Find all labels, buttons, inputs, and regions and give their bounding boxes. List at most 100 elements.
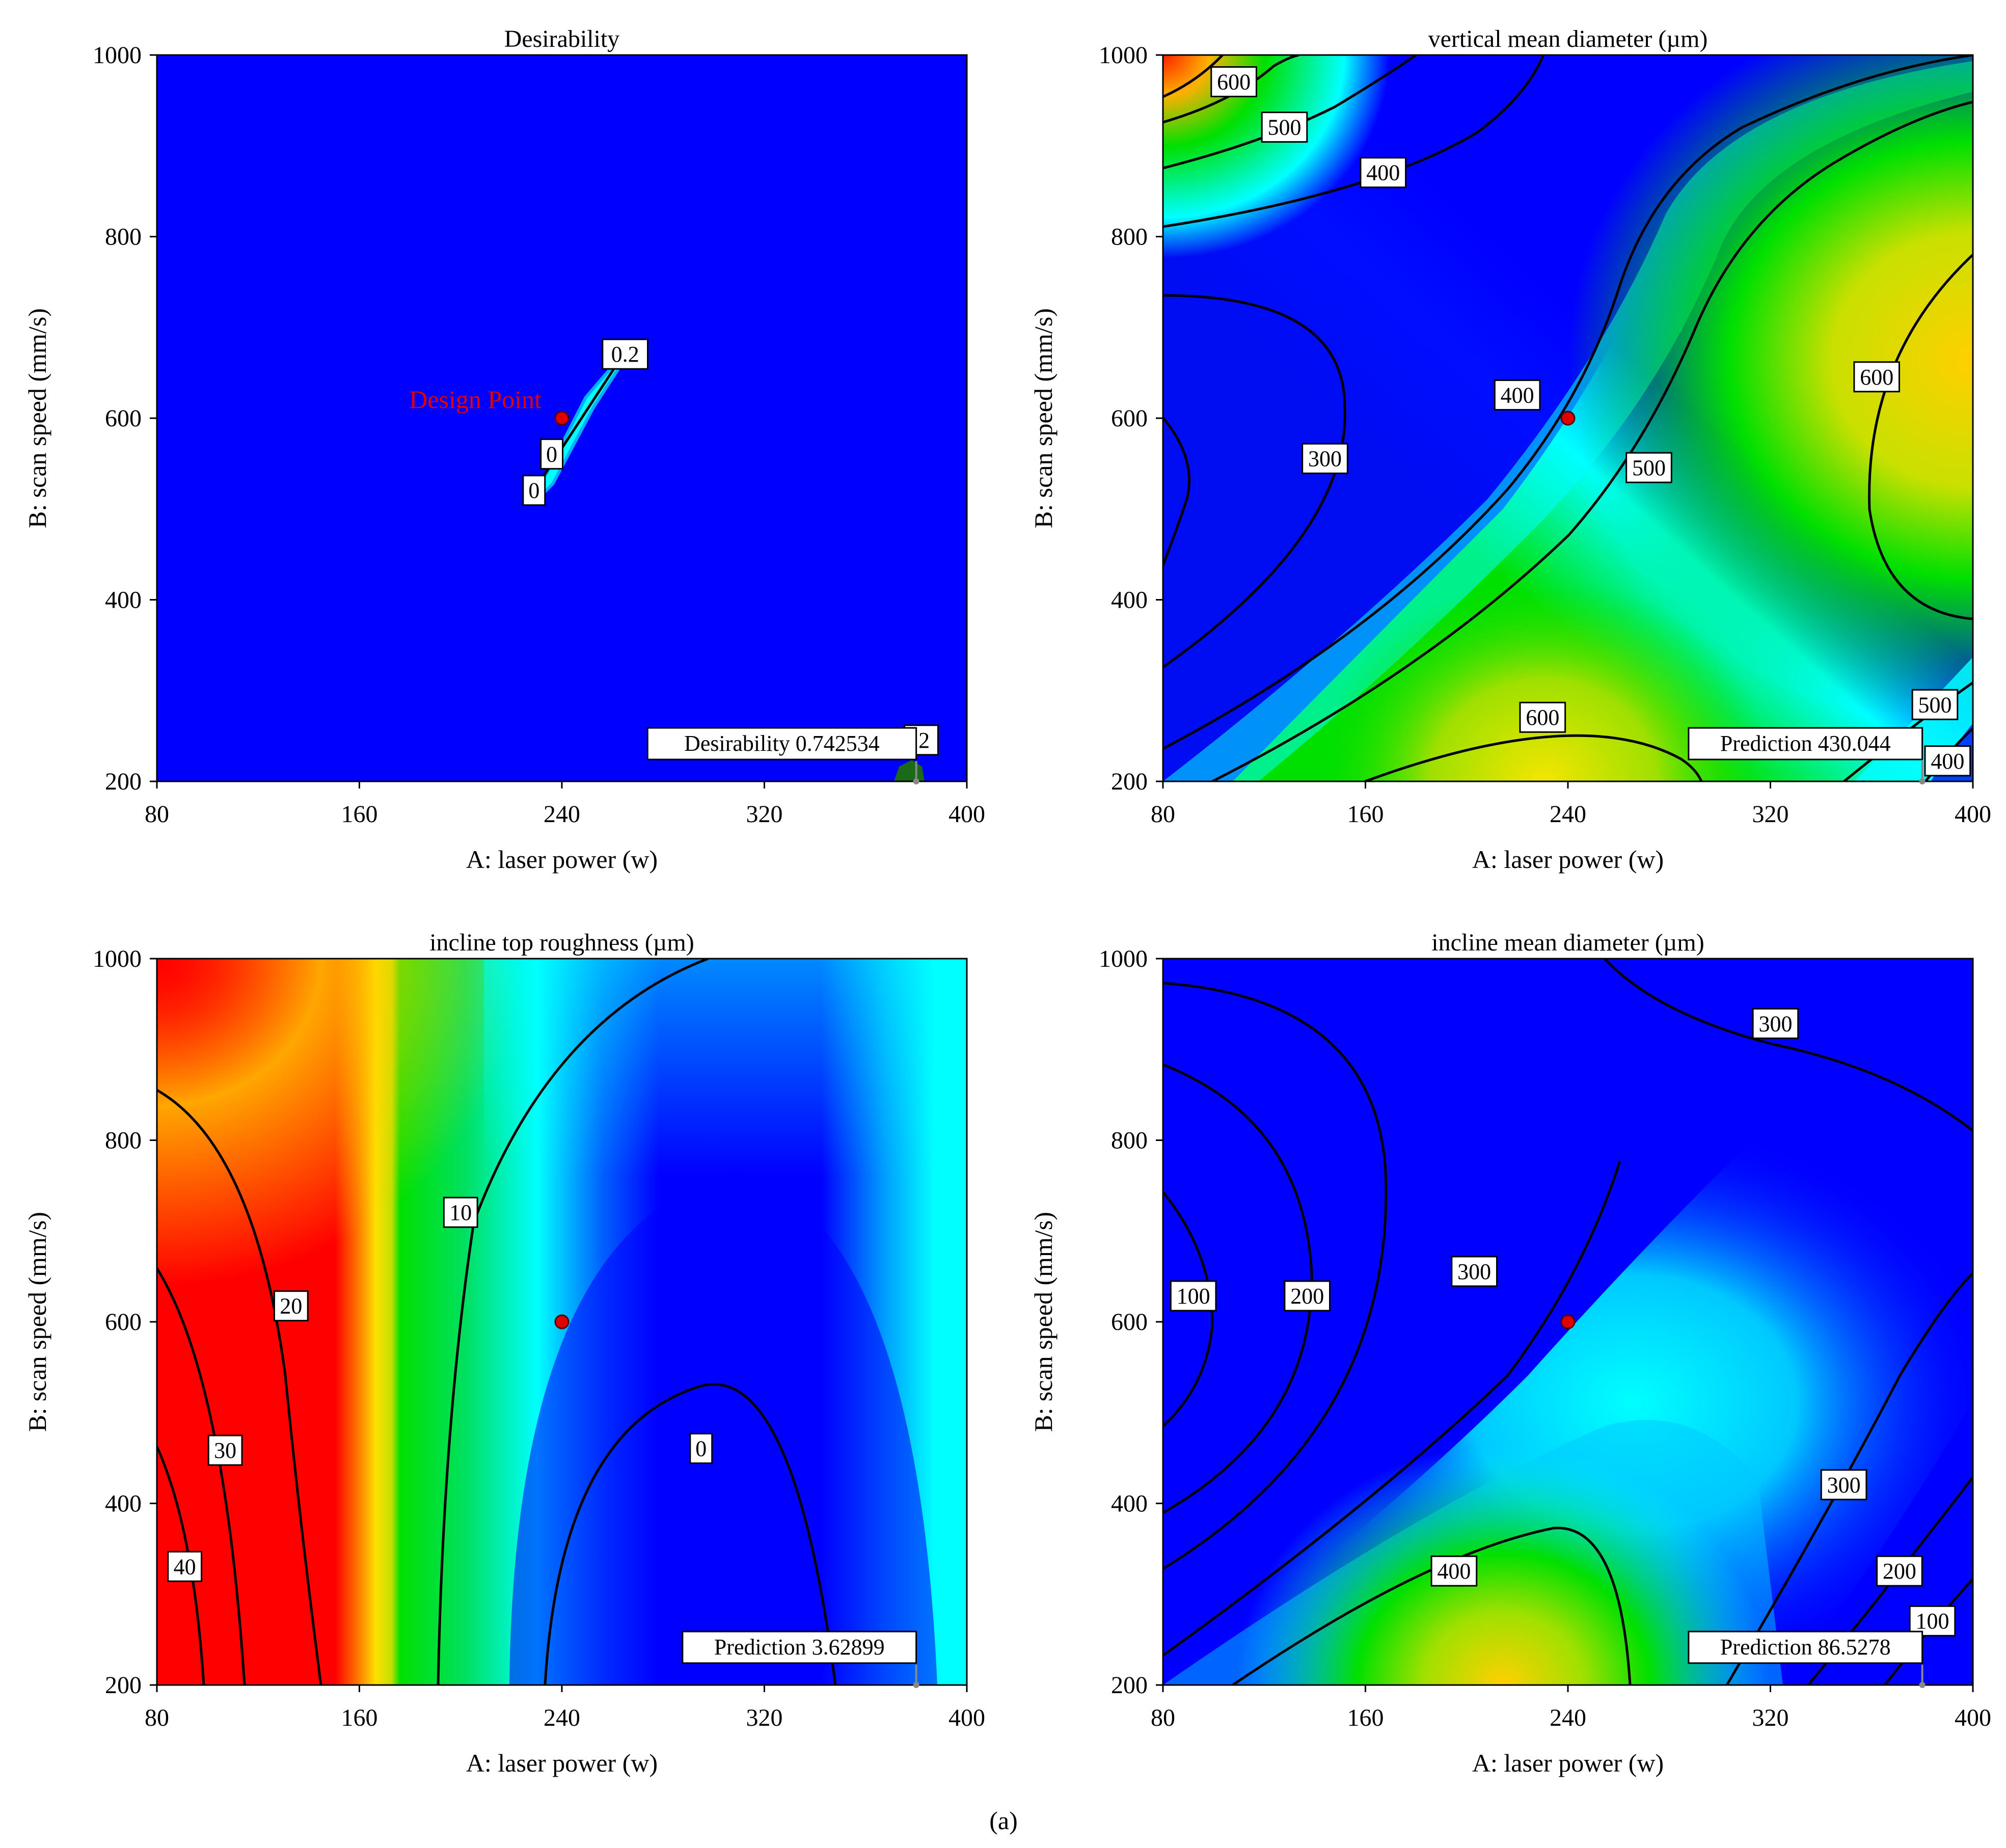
contour-label: 500 bbox=[1625, 452, 1672, 483]
contour-label-text: 600 bbox=[1526, 705, 1559, 730]
contour-label: 300 bbox=[1451, 1256, 1498, 1287]
contour-label-text: 30 bbox=[214, 1438, 236, 1463]
contour-label-text: 200 bbox=[1883, 1559, 1916, 1584]
contour-label-box bbox=[1451, 1256, 1498, 1287]
title-backdrop bbox=[387, 928, 737, 958]
y-tick-label: 400 bbox=[105, 587, 142, 614]
y-tick-label: 1000 bbox=[1099, 42, 1148, 69]
contour-label-box bbox=[1853, 361, 1901, 393]
contour-label-text: 300 bbox=[1457, 1259, 1491, 1284]
contour-line-100 bbox=[1163, 1191, 1214, 1427]
x-tick-label: 160 bbox=[341, 801, 378, 828]
y-tick-label: 800 bbox=[1111, 224, 1148, 251]
contour-label: 40 bbox=[167, 1551, 203, 1582]
contour-label-text: 10 bbox=[449, 1200, 472, 1225]
contour-label-box bbox=[602, 338, 649, 370]
contour-line-300 bbox=[1163, 294, 1346, 669]
contour-label: 400 bbox=[1430, 1555, 1478, 1587]
contour-label-text: 200 bbox=[1290, 1284, 1324, 1309]
contour-label-text: 300 bbox=[1758, 1011, 1792, 1036]
contour-label: 200 bbox=[1876, 1555, 1923, 1587]
x-tick-label: 400 bbox=[1955, 1704, 1991, 1731]
figure-caption: (a) bbox=[989, 1806, 1018, 1835]
y-tick-label: 600 bbox=[105, 405, 142, 432]
contour-label-box bbox=[522, 475, 546, 506]
contour-label-box bbox=[1430, 1555, 1478, 1587]
x-tick-label: 240 bbox=[544, 801, 580, 828]
x-tick-label: 240 bbox=[1550, 1704, 1586, 1731]
y-axis-label: B: scan speed (mm/s) bbox=[1029, 1212, 1058, 1432]
contour-line-300-right bbox=[1725, 1272, 1973, 1685]
flag-text: Prediction 3.62899 bbox=[714, 1635, 885, 1660]
contour-label-box bbox=[207, 1434, 243, 1466]
contour-label-text: 400 bbox=[1501, 383, 1534, 407]
y-tick-label: 400 bbox=[1111, 1490, 1148, 1517]
x-axis-label: A: laser power (w) bbox=[1472, 845, 1664, 874]
x-tick-label: 320 bbox=[746, 801, 783, 828]
panel-2-marks: vertical mean diameter (µm) 80 160 240 320 40… bbox=[1029, 24, 1991, 874]
contour-label-text: 100 bbox=[1916, 1609, 1949, 1634]
x-axis-label: A: laser power (w) bbox=[466, 1749, 658, 1777]
contour-label-text: 0 bbox=[695, 1436, 707, 1461]
contour-label: 600 bbox=[1519, 701, 1566, 733]
contour-line-400 bbox=[1163, 55, 1973, 750]
x-tick-label: 400 bbox=[948, 1704, 985, 1731]
title-backdrop bbox=[1399, 928, 1737, 958]
contour-line-300-mid bbox=[1163, 1161, 1621, 1657]
contour-label: 0 bbox=[540, 438, 564, 470]
contour-label: 0 bbox=[522, 475, 546, 506]
contour-label-box bbox=[1820, 1469, 1867, 1501]
x-tick-label: 320 bbox=[1752, 1704, 1789, 1731]
panel-3-marks: incline top roughness (µm)80 160 240 320 400… bbox=[23, 928, 985, 1777]
y-tick-label: 1000 bbox=[93, 945, 142, 972]
contour-label-box bbox=[1752, 1008, 1799, 1039]
contour-label-text: 400 bbox=[1366, 160, 1400, 185]
flag-box bbox=[682, 1630, 917, 1664]
contour-line-10 bbox=[437, 959, 709, 1685]
contour-line bbox=[1163, 55, 1224, 98]
contour-label-text: 0.2 bbox=[611, 342, 639, 367]
contour-label: 0.2 bbox=[602, 338, 649, 370]
contour-label-text: 300 bbox=[1308, 446, 1342, 471]
flag-anchor bbox=[1919, 1682, 1926, 1688]
contour-label-box bbox=[273, 1290, 309, 1322]
y-tick-label: 800 bbox=[105, 1127, 142, 1154]
prediction-flag: Desirability 0.742534 bbox=[646, 727, 919, 784]
y-tick-label: 800 bbox=[105, 224, 142, 251]
contour-label-box bbox=[167, 1551, 203, 1582]
x-axis-label: A: laser power (w) bbox=[466, 845, 658, 874]
contour-line-40 bbox=[157, 1446, 205, 1685]
contour-label-box bbox=[443, 1197, 478, 1228]
contour-label-box bbox=[1519, 701, 1566, 733]
contour-line bbox=[1163, 55, 1545, 228]
contour-label: 300 bbox=[1302, 443, 1348, 474]
y-tick-label: 1000 bbox=[1099, 945, 1148, 972]
x-axis-label: A: laser power (w) bbox=[1472, 1749, 1664, 1777]
contour-label-box bbox=[1876, 1555, 1923, 1587]
contour-line-0 bbox=[544, 1383, 837, 1685]
design-point-marker bbox=[1560, 1314, 1576, 1329]
desirability-ridge-edge bbox=[530, 362, 619, 495]
contour-label-box bbox=[1261, 112, 1308, 143]
contour-line-500 bbox=[1211, 100, 1973, 781]
x-tick-label: 240 bbox=[544, 1704, 580, 1731]
contour-line-300-inner bbox=[1163, 417, 1191, 566]
chart-title: Desirability bbox=[504, 25, 620, 52]
y-tick-label: 600 bbox=[105, 1309, 142, 1336]
contour-label-box bbox=[1911, 689, 1959, 720]
chart-title: incline mean diameter (µm) bbox=[1431, 929, 1704, 956]
flag-anchor bbox=[913, 1682, 919, 1688]
contour-line bbox=[1163, 55, 1299, 124]
x-tick-label: 80 bbox=[145, 801, 169, 828]
y-tick-label: 200 bbox=[105, 768, 142, 795]
y-tick-label: 400 bbox=[1111, 587, 1148, 614]
x-tick-label: 80 bbox=[1151, 1704, 1175, 1731]
contour-label-text: 40 bbox=[174, 1554, 196, 1579]
contour-label-text: 400 bbox=[1931, 749, 1964, 774]
title-backdrop bbox=[482, 24, 642, 54]
contour-label-box bbox=[1210, 66, 1257, 97]
contour-line-600-right bbox=[1868, 254, 1973, 620]
prediction-flag: Prediction 3.62899 bbox=[682, 1630, 919, 1688]
contour-line bbox=[1163, 55, 1417, 170]
